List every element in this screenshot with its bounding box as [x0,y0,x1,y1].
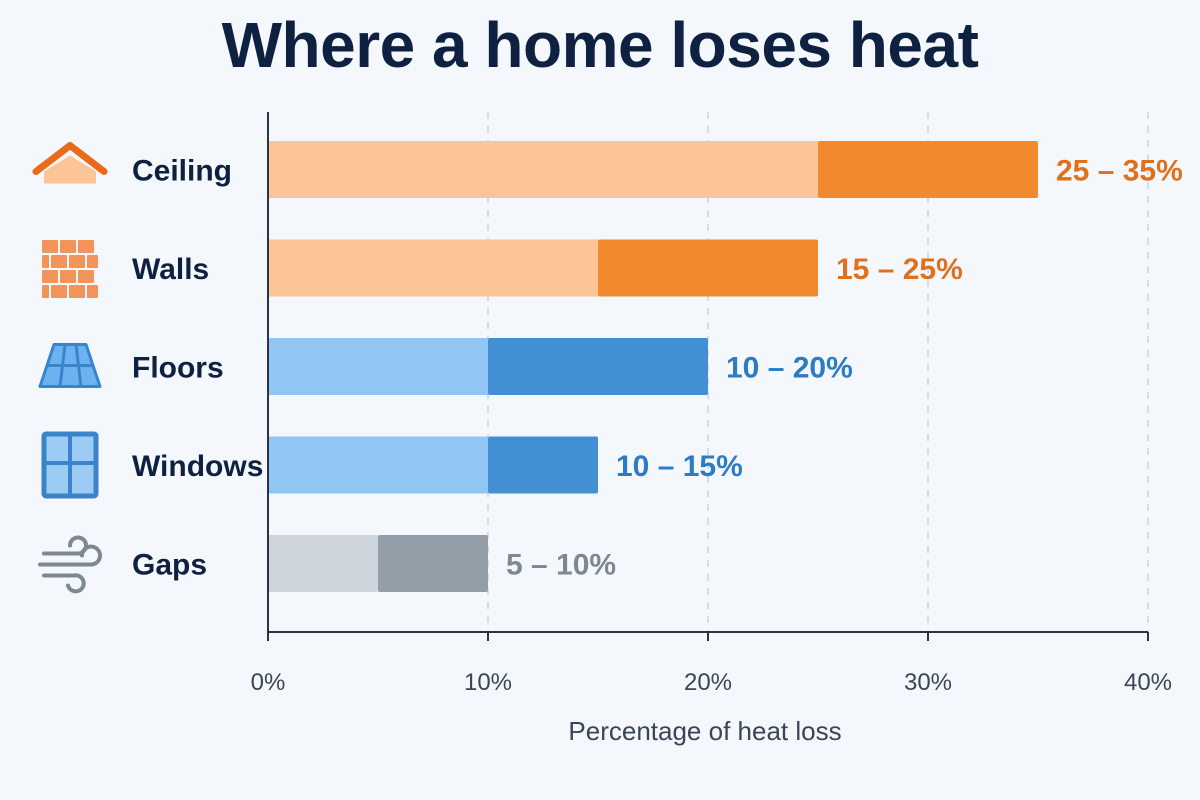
bar-range-segment [598,239,818,297]
x-tick-label: 20% [684,669,732,696]
bar-value-label: 25 – 35% [1056,155,1183,188]
bar-range-segment [378,535,488,592]
brick [87,255,98,268]
bar-low-segment [268,338,488,395]
brick [78,270,94,283]
brick [42,240,58,253]
wind-line [42,535,88,556]
wind-line [42,573,86,594]
x-tick-label: 0% [251,669,286,696]
floor-tiles-icon [38,343,102,388]
brick [87,285,98,298]
bars [268,141,1038,592]
chart-title: Where a home loses heat [221,9,979,81]
bar-low-segment [268,239,598,297]
brick [42,285,49,298]
wind-draft-icon [38,535,102,594]
house-roof-icon [32,142,108,184]
category-label: Walls [132,253,209,286]
labels: 0% 10% 20% 30% 40% Percentage of heat loss 25 … [132,155,1183,747]
axes [267,112,1149,641]
x-tick-label: 40% [1124,669,1172,696]
x-tick-label: 10% [464,669,512,696]
category-icons [32,142,108,594]
bar-value-label: 10 – 15% [616,450,743,483]
wind-line [38,544,102,567]
bar-range-segment [488,436,598,494]
window-mullions [44,434,96,496]
bar-value-label: 15 – 25% [836,253,963,286]
bar-low-segment [268,535,378,592]
category-label: Windows [132,450,263,483]
brick [69,285,85,298]
category-label: Ceiling [132,155,232,188]
x-axis-title: Percentage of heat loss [568,716,841,746]
x-tick-label: 30% [904,669,952,696]
roof-line [32,142,108,175]
brick [78,240,94,253]
brick [42,270,58,283]
bar-low-segment [268,436,488,494]
window-icon [41,431,99,499]
grid-lines [487,112,1149,632]
bar-range-segment [488,338,708,395]
brick [69,255,85,268]
brick [60,240,76,253]
bar-low-segment [268,141,818,198]
bar-value-label: 10 – 20% [726,352,853,385]
floor-grid [47,344,93,387]
house-body [44,155,96,184]
brick [42,255,49,268]
brick-wall-icon [42,240,98,298]
brick [51,255,67,268]
category-label: Gaps [132,549,207,582]
bar-value-label: 5 – 10% [506,549,616,582]
brick [60,270,76,283]
bar-range-segment [818,141,1038,198]
category-label: Floors [132,352,224,385]
brick [51,285,67,298]
